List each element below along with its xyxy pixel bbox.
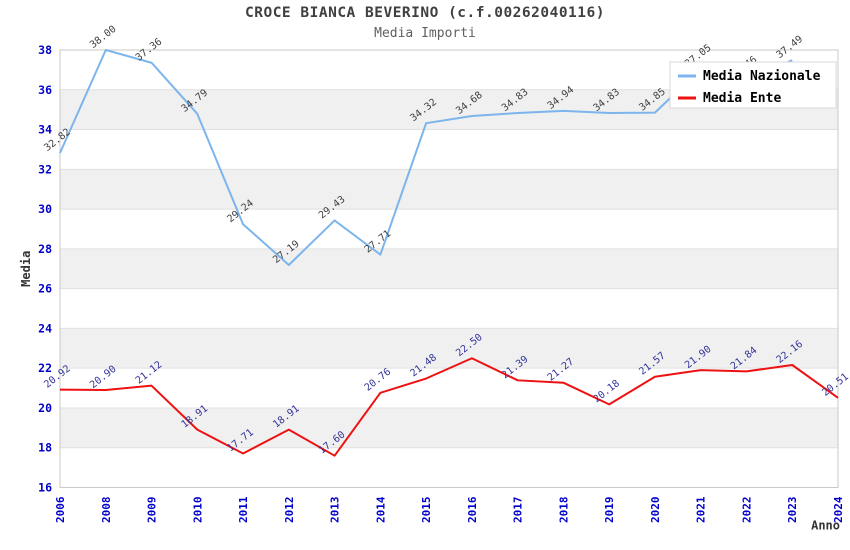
legend-label-media-ente: Media Ente [703,91,781,106]
x-axis-title: Anno [811,519,840,533]
y-tick-label: 26 [38,282,52,296]
x-tick-label: 2006 [54,496,67,523]
grid-band [60,288,838,329]
y-tick-label: 34 [38,123,52,137]
y-tick-label: 16 [38,481,52,495]
x-tick-label: 2023 [786,497,799,524]
grid-band [60,248,838,289]
x-tick-label: 2016 [466,496,479,523]
y-tick-label: 18 [38,441,52,455]
chart-title: CROCE BIANCA BEVERINO (c.f.00262040116) [245,5,605,21]
x-tick-label: 2010 [191,497,204,524]
x-tick-label: 2018 [557,497,570,524]
legend-item-media-ente[interactable]: Media Ente [678,91,781,106]
chart-subtitle: Media Importi [374,26,476,41]
x-tick-label: 2008 [100,497,113,524]
grid-band [60,129,838,170]
y-tick-label: 28 [38,242,52,256]
series-line-media-ente [59,357,839,457]
x-tick-label: 2021 [695,496,708,523]
x-tick-label: 2020 [649,497,662,524]
x-tick-label: 2024 [832,496,845,523]
y-tick-label: 24 [38,321,52,335]
y-tick-label: 20 [38,401,52,415]
x-tick-label: 2011 [237,496,250,523]
legend-item-media-nazionale[interactable]: Media Nazionale [678,69,821,84]
y-tick-label: 38 [38,43,52,57]
grid-band [60,368,838,408]
y-axis-title: Media [19,251,33,287]
grid-band [60,209,838,249]
x-tick-label: 2022 [740,497,753,524]
legend-label-media-nazionale: Media Nazionale [703,69,821,84]
grid-band [60,328,838,369]
grid-band [60,447,838,488]
x-tick-label: 2009 [146,497,159,524]
x-tick-label: 2013 [329,497,342,524]
grid-band [60,407,838,448]
grid-band [60,169,838,210]
x-tick-label: 2012 [283,497,296,524]
x-tick-label: 2019 [603,497,616,524]
legend-box [669,61,837,109]
y-tick-label: 36 [38,83,52,97]
y-tick-label: 22 [38,361,52,375]
y-tick-label: 30 [38,202,52,216]
x-tick-label: 2015 [420,497,433,524]
plot-border [59,49,839,488]
y-tick-label: 32 [38,162,52,176]
x-tick-label: 2017 [512,497,525,524]
x-tick-label: 2014 [374,496,387,523]
